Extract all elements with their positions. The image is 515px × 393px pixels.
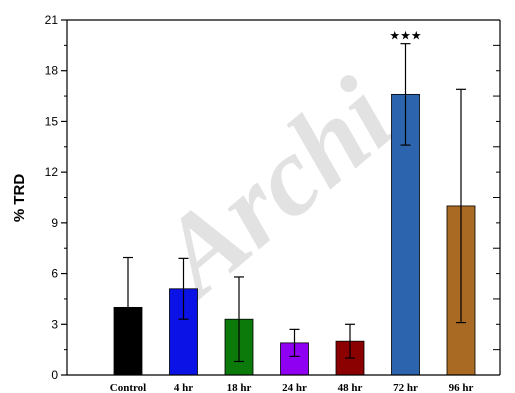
plot-area: ★★★ xyxy=(113,29,476,376)
y-tick-label-1: 3 xyxy=(51,317,58,331)
y-tick-label-7: 21 xyxy=(45,13,59,27)
y-tick-label-3: 9 xyxy=(51,216,58,230)
y-ticks: 0 3 6 9 12 15 18 21 xyxy=(45,13,500,382)
y-tick-label-0: 0 xyxy=(51,368,58,382)
y-axis-title: % TRD xyxy=(11,174,28,223)
x-tick-label-3: 24 hr xyxy=(282,382,307,393)
x-tick-label-6: 96 hr xyxy=(449,382,474,393)
y-tick-label-5: 15 xyxy=(45,114,59,128)
x-tick-label-4: 48 hr xyxy=(338,382,363,393)
significance-annotation-0: ★★★ xyxy=(389,29,421,43)
watermark: Archi xyxy=(132,55,417,322)
y-tick-label-4: 12 xyxy=(45,165,59,179)
x-tick-label-2: 18 hr xyxy=(227,382,252,393)
watermark-text: Archi xyxy=(132,55,417,322)
x-tick-labels: Control 4 hr 18 hr 24 hr 48 hr 72 hr 96 hr xyxy=(110,382,474,393)
x-tick-label-5: 72 hr xyxy=(393,382,418,393)
x-tick-label-1: 4 hr xyxy=(174,382,193,393)
x-tick-label-0: Control xyxy=(110,382,146,393)
y-tick-label-6: 18 xyxy=(45,64,59,78)
y-tick-label-2: 6 xyxy=(51,267,58,281)
